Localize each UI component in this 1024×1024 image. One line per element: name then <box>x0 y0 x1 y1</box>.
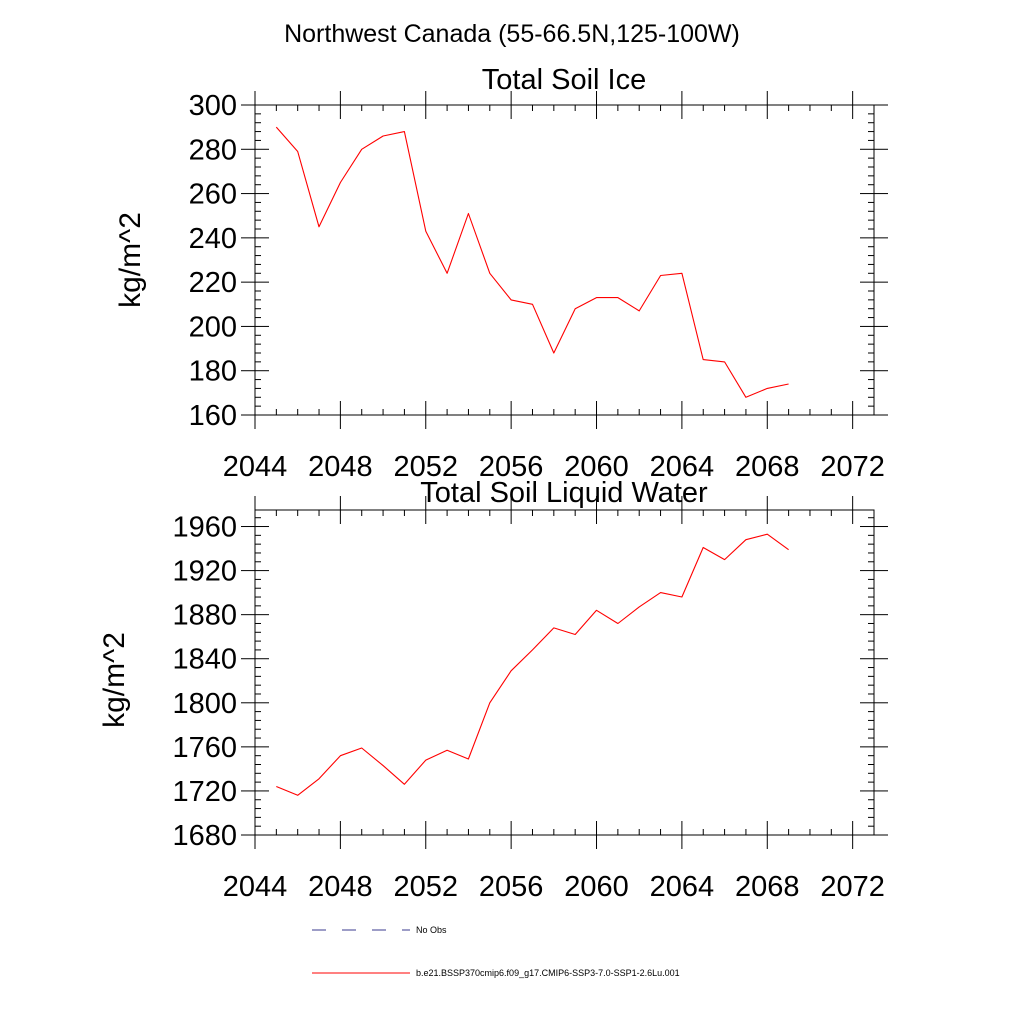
y-axis-label: kg/m^2 <box>114 212 147 308</box>
legend-label-model-run: b.e21.BSSP370cmip6.f09_g17.CMIP6-SSP3-7.… <box>416 968 680 978</box>
y-tick-label: 200 <box>189 311 237 343</box>
y-tick-label: 300 <box>189 90 237 122</box>
x-tick-label: 2044 <box>223 871 288 903</box>
series-line <box>276 533 789 796</box>
x-tick-label: 2056 <box>479 451 544 483</box>
x-tick-label: 2068 <box>735 871 800 903</box>
chart-title: Total Soil Ice <box>482 64 646 96</box>
y-tick-label: 1680 <box>172 820 237 852</box>
y-tick-label: 1720 <box>172 776 237 808</box>
x-tick-label: 2052 <box>394 451 459 483</box>
y-tick-label: 180 <box>189 356 237 388</box>
series-line <box>275 126 789 398</box>
figure-title: Northwest Canada (55-66.5N,125-100W) <box>284 20 740 48</box>
x-tick-label: 2060 <box>564 871 629 903</box>
y-tick-label: 280 <box>189 134 237 166</box>
y-tick-label: 1960 <box>172 512 237 544</box>
y-tick-label: 1760 <box>172 732 237 764</box>
x-tick-label: 2072 <box>820 871 885 903</box>
x-tick-label: 2072 <box>820 451 885 483</box>
x-tick-label: 2064 <box>650 871 715 903</box>
x-tick-label: 2060 <box>564 451 629 483</box>
chart-panel-soil-ice: Total Soil Ice kg/m^2 2044 2048 2052 2056 20… <box>114 64 888 483</box>
x-tick-label: 2048 <box>308 871 373 903</box>
y-tick-label: 240 <box>189 223 237 255</box>
legend-label-no-obs: No Obs <box>416 925 447 935</box>
y-tick-label: 220 <box>189 267 237 299</box>
legend: No Obs b.e21.BSSP370cmip6.f09_g17.CMIP6-… <box>312 925 680 978</box>
plot-frame <box>254 509 875 836</box>
x-tick-label: 2064 <box>650 451 715 483</box>
x-tick-label: 2052 <box>394 871 459 903</box>
y-tick-label: 160 <box>189 400 237 432</box>
y-tick-label: 260 <box>189 179 237 211</box>
x-tick-label: 2044 <box>223 451 288 483</box>
y-axis-label: kg/m^2 <box>98 632 131 728</box>
plot-frame <box>254 104 875 416</box>
y-tick-label: 1920 <box>172 556 237 588</box>
x-tick-label: 2056 <box>479 871 544 903</box>
chart-panel-soil-liquid-water: Total Soil Liquid Water kg/m^2 2044 2048 2… <box>98 477 888 903</box>
y-tick-label: 1880 <box>172 600 237 632</box>
x-tick-label: 2068 <box>735 451 800 483</box>
x-tick-label: 2048 <box>308 451 373 483</box>
y-tick-label: 1840 <box>172 644 237 676</box>
chart-title: Total Soil Liquid Water <box>420 477 708 509</box>
y-tick-label: 1800 <box>172 688 237 720</box>
